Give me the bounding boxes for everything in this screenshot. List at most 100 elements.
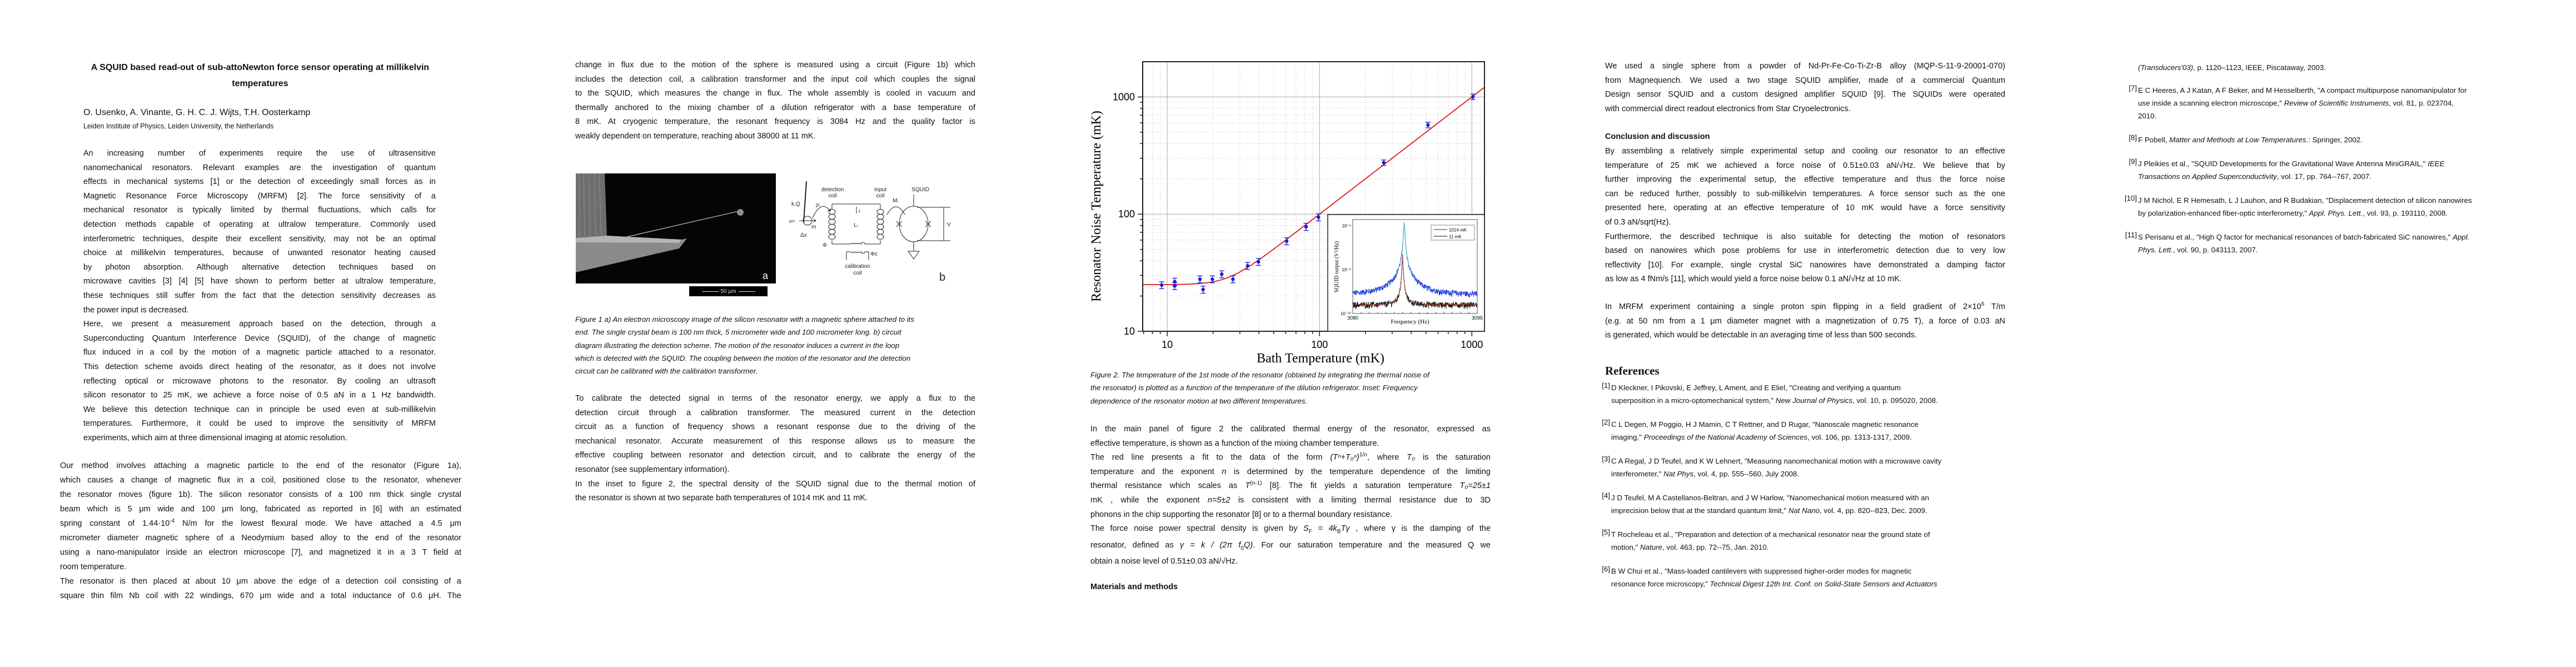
text-line: resonator (see supplementary information… bbox=[575, 465, 730, 474]
text-line: superposition in a micro-optomechanical … bbox=[1611, 394, 1938, 407]
text-line: D Kleckner, I Pikovski, E Jeffrey, L Ame… bbox=[1611, 381, 1938, 394]
text-line: J M Nichol, E R Hemesath, L J Lauhon, an… bbox=[2138, 194, 2472, 207]
authors: O. Usenko, A. Vinante, G. H. C. J. Wijts… bbox=[83, 108, 311, 117]
plot-frame bbox=[1142, 61, 1485, 332]
reference-item: [6] B W Chui et al., "Mass-loaded cantile… bbox=[1597, 565, 2008, 590]
text-line: In the main panel of figure 2 the calibr… bbox=[1090, 425, 1491, 434]
text-segment: imaging," bbox=[1611, 433, 1644, 441]
stiffness-quality-label: k,Q bbox=[791, 201, 800, 207]
text-segment: In MRFM experiment containing a single p… bbox=[1605, 302, 1981, 311]
squid-label: SQUID bbox=[911, 187, 929, 193]
inset-spectrum: 3080 3095 10⁻⁶ 10⁻⁸ 10⁻¹⁰ Frequency (Hz) SQUID… bbox=[1327, 214, 1485, 332]
figure-2-caption: Figure 2. The temperature of the 1st mod… bbox=[1090, 369, 1491, 407]
materials-heading: Materials and methods bbox=[1090, 583, 1178, 591]
inset-legend: 1014 mK 11 mK bbox=[1431, 225, 1475, 241]
calibration-coil-label: coil bbox=[853, 270, 861, 276]
text-line: An increasing number of experiments requ… bbox=[83, 149, 436, 158]
text-segment: , vol. 4, pp. 820--823, Dec. 2009. bbox=[1820, 506, 1927, 515]
inset-plot-frame bbox=[1352, 219, 1478, 314]
text-line: spring constant of 1.44·10-4 N/m for the… bbox=[60, 516, 461, 531]
materials-text: We used a single sphere from a powder of… bbox=[1605, 59, 2005, 116]
title-line: A SQUID based read-out of sub-attoNewton… bbox=[91, 63, 430, 72]
inset-y-tick-label: 10⁻⁸ bbox=[1342, 267, 1352, 272]
paragraph: Figure 2. The temperature of the 1st mod… bbox=[1090, 369, 1491, 407]
data-point bbox=[1159, 281, 1164, 290]
reference-text: T Rocheleau et al., "Preparation and det… bbox=[1610, 528, 1930, 554]
inset-fit-line bbox=[1353, 223, 1477, 295]
text-line: motion," Nature, vol. 463, pp. 72--75, J… bbox=[1611, 541, 1930, 554]
text-segment: .: Springer, 2002. bbox=[2306, 136, 2363, 144]
reference-item: [11] S Perisanu et al., "High Q factor fo… bbox=[2117, 231, 2529, 256]
text-line: J D Teufel, M A Castellanos-Beltran, and… bbox=[1611, 491, 1929, 504]
y-tick-label: 1000 bbox=[1113, 91, 1135, 102]
text-segment: γ = k / (2π f bbox=[1179, 540, 1241, 550]
text-line: 8 mK. At cryogenic temperature, the reso… bbox=[575, 117, 975, 127]
fit-line bbox=[1143, 87, 1485, 285]
detection-coil-icon bbox=[828, 209, 836, 240]
text-line: the resonator moves (figure 1b). The sil… bbox=[60, 490, 461, 499]
text-segment: T₀ bbox=[1407, 453, 1416, 462]
mutual-inductance-label: Mᵢ bbox=[893, 198, 898, 204]
text-line: presented here, operating at an effectiv… bbox=[1605, 203, 2005, 213]
reference-item: [10] J M Nichol, E R Hemesath, L J Lauhon… bbox=[2117, 194, 2529, 220]
results-text: In the main panel of figure 2 the calibr… bbox=[1090, 422, 1491, 522]
text-line: 2010. bbox=[2138, 109, 2467, 122]
text-line: which is detected with the SQUID. The co… bbox=[575, 354, 911, 362]
text-line: further improving the experimental setup… bbox=[1605, 175, 2005, 185]
paragraph: Furthermore, the described technique is … bbox=[1605, 230, 2005, 287]
circuit-diagram: k,Q β² μm m Δx detection coil input coil… bbox=[789, 181, 951, 283]
data-point bbox=[1230, 275, 1235, 283]
mrfm-text: In MRFM experiment containing a single p… bbox=[1605, 300, 2005, 343]
x-axis-label: Bath Temperature (mK) bbox=[1257, 351, 1384, 366]
y-tick-label: 100 bbox=[1118, 208, 1135, 220]
affiliation: Leiden Institute of Physics, Leiden Univ… bbox=[83, 122, 274, 130]
text-line: obtain a noise level of 0.51±0.03 aN/√Hz… bbox=[1090, 557, 1238, 566]
text-line: is generated, which would be detectable … bbox=[1605, 331, 1917, 340]
inset-y-tick-label: 10⁻¹⁰ bbox=[1341, 311, 1351, 316]
text-segment: interferometer," bbox=[1611, 470, 1664, 478]
text-line: This detection scheme avoids direct heat… bbox=[83, 362, 436, 371]
text-line: diagram illustrating the detection schem… bbox=[575, 341, 900, 350]
inset-series-line bbox=[1352, 222, 1478, 298]
text-line: The resonator is then placed at about 10… bbox=[60, 577, 461, 586]
text-segment: S bbox=[1303, 524, 1309, 533]
text-segment: D Kleckner, I Pikovski, E Jeffrey, L Ame… bbox=[1611, 384, 1901, 392]
resonator-beam bbox=[803, 181, 807, 223]
reference-text: F Pobell, Matter and Methods at Low Temp… bbox=[2137, 133, 2363, 146]
text-segment: B bbox=[1337, 528, 1341, 535]
text-line: mK , while the exponent n=5±2 is consist… bbox=[1090, 494, 1491, 508]
data-marker bbox=[1426, 123, 1430, 127]
text-segment: n=5±2 bbox=[1207, 495, 1230, 505]
reference-text: C L Degen, M Poggio, H J Mamin, C T Rett… bbox=[1610, 418, 1919, 444]
text-line: circuit as a function of frequency shows… bbox=[575, 422, 975, 432]
data-marker bbox=[1257, 260, 1260, 264]
scale-bar-line bbox=[701, 291, 719, 292]
text-line: S Perisanu et al., "High Q factor for me… bbox=[2138, 231, 2469, 243]
reference-number: [4] bbox=[1602, 491, 1610, 500]
text-segment: , vol. 17, pp. 764--767, 2007. bbox=[2276, 172, 2371, 181]
text-line: includes the detection coil, a calibrati… bbox=[575, 74, 975, 84]
text-line: with commercial direct readout electroni… bbox=[1605, 104, 1851, 113]
figure-1-caption: Figure 1 a) An electron microscopy image… bbox=[575, 313, 975, 377]
text-line: thermal resistance which scales as T(n-1… bbox=[1090, 479, 1491, 494]
text-line: to the SQUID, which measures the change … bbox=[575, 89, 975, 98]
text-line: circuit can be calibrated with the calib… bbox=[575, 367, 758, 376]
text-line: by polarization-enhanced fiber-optic int… bbox=[2138, 207, 2472, 220]
text-segment: imprecision below that at the standard q… bbox=[1611, 506, 1788, 515]
coupling-label: β² bbox=[816, 203, 820, 208]
data-point bbox=[1197, 275, 1203, 283]
x-tick-label: 10 bbox=[1162, 339, 1173, 350]
noise-temperature-chart: 10 100 1000 10 100 1000 Resonator Noise Tempe… bbox=[1089, 61, 1485, 366]
text-segment: temperature and the exponent bbox=[1090, 467, 1222, 476]
text-line: To calibrate the detected signal in term… bbox=[575, 394, 975, 403]
paragraph: The force noise power spectral density i… bbox=[1090, 521, 1491, 570]
reference-item: [8] F Pobell, Matter and Methods at Low T… bbox=[2117, 133, 2529, 146]
paragraph: Figure 1 a) An electron microscopy image… bbox=[575, 313, 975, 377]
text-segment: (Tⁿ+T₀ⁿ) bbox=[1330, 453, 1359, 462]
text-line: weakly dependent on temperature, reachin… bbox=[575, 131, 816, 141]
fit-line-group bbox=[1143, 87, 1485, 285]
text-line: the resonator) is plotted as a function … bbox=[1090, 384, 1418, 392]
x-tick-label: 100 bbox=[1311, 339, 1328, 350]
electron-microscopy-image: a bbox=[576, 173, 776, 283]
data-points bbox=[1159, 93, 1476, 294]
